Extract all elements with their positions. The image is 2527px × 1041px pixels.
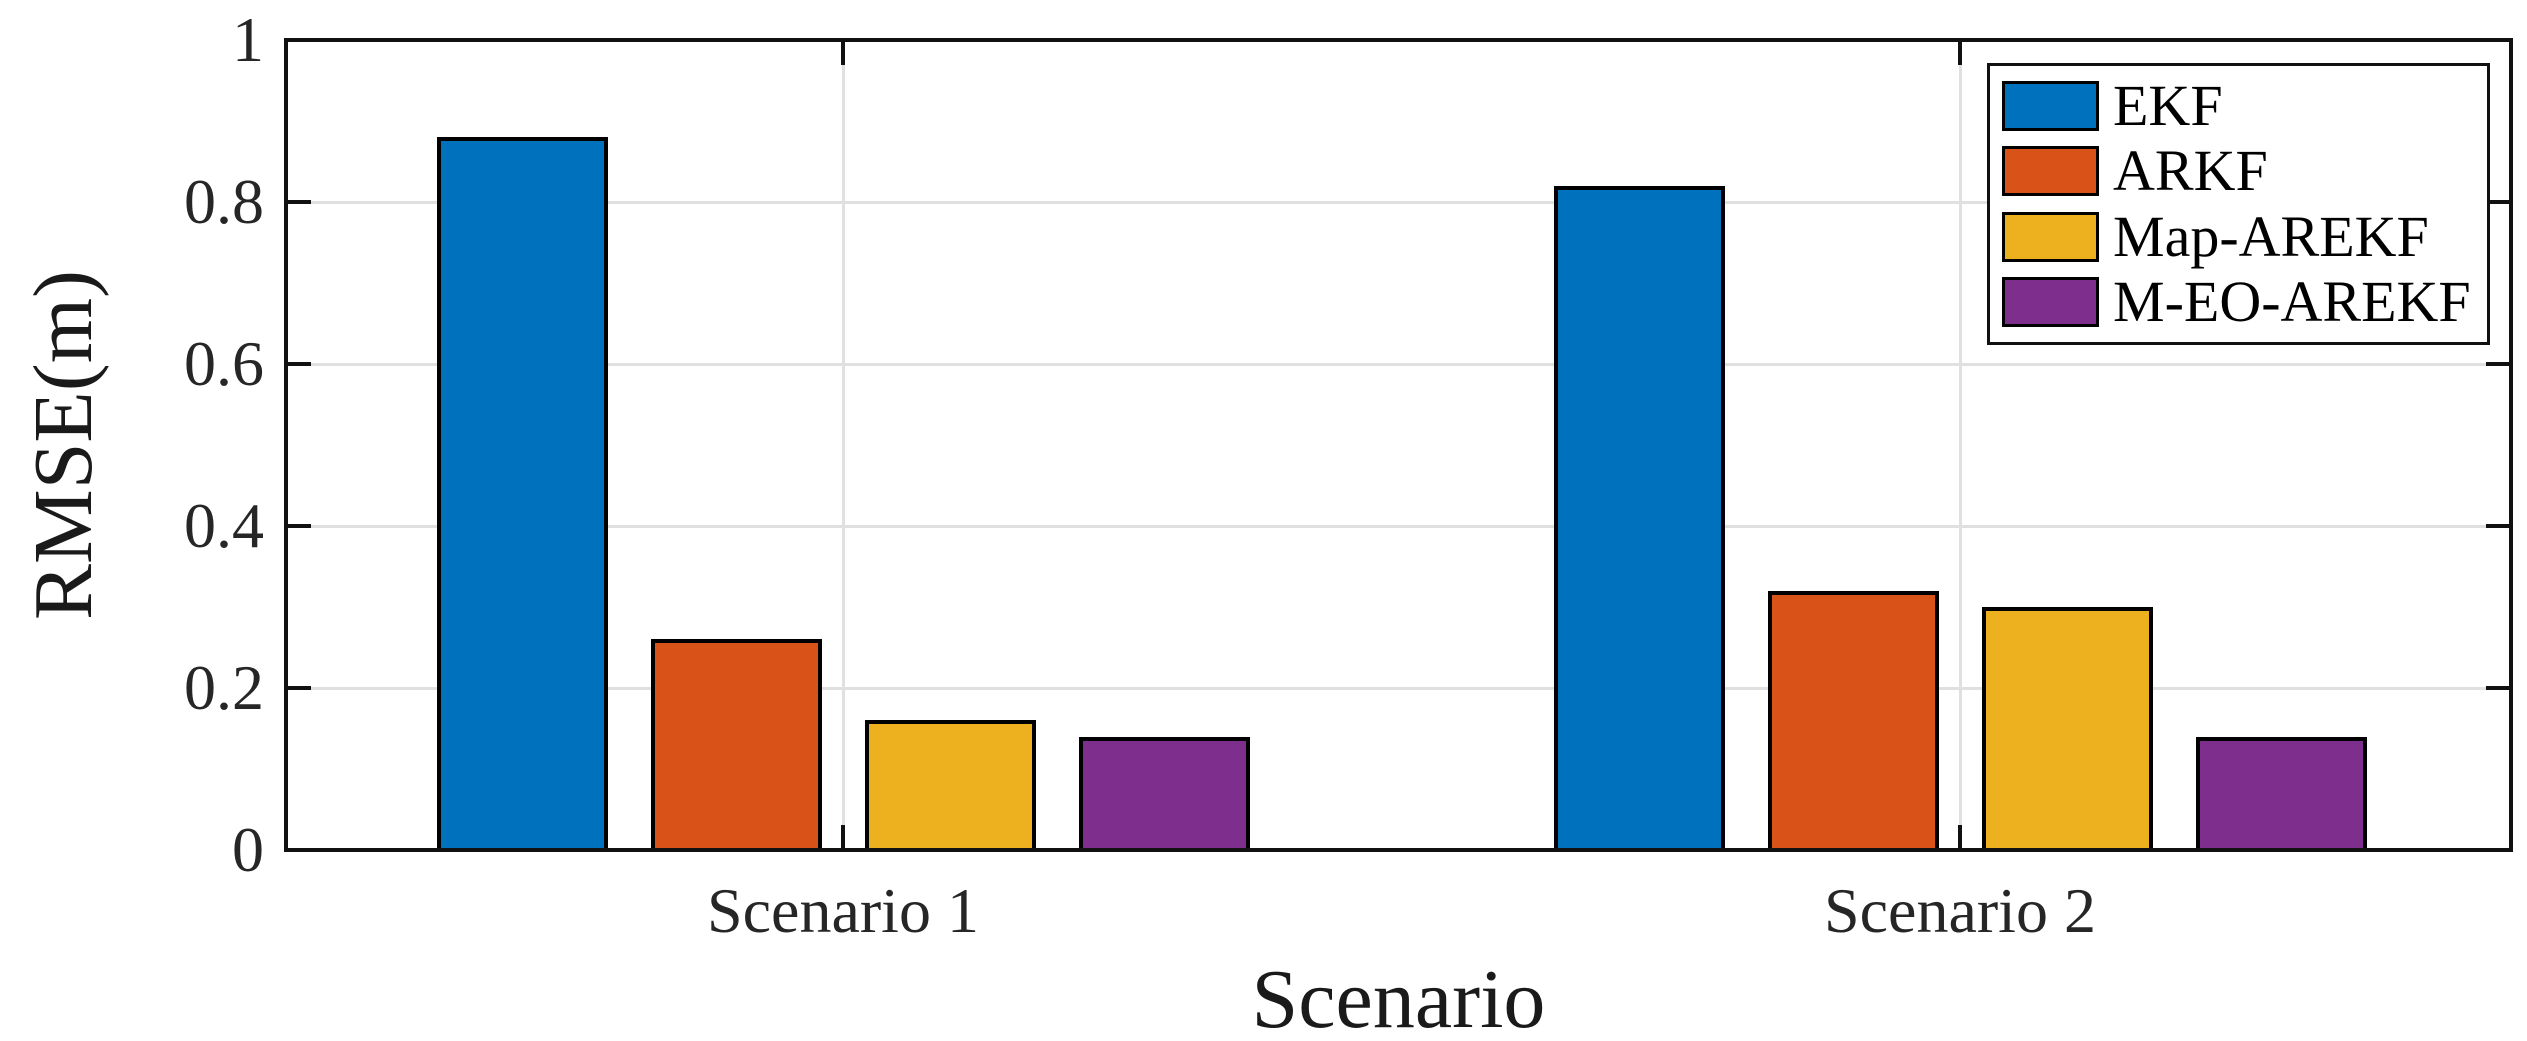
y-tick-left — [286, 362, 311, 366]
y-tick-label: 0 — [232, 814, 264, 885]
x-gridline — [841, 42, 845, 848]
legend-swatch-arkf — [2002, 146, 2099, 197]
y-tick-left — [286, 686, 311, 690]
y-tick-label: 0.8 — [184, 166, 264, 237]
legend-label: ARKF — [2113, 138, 2268, 204]
y-gridline — [288, 686, 2509, 690]
y-tick-label: 0.6 — [184, 328, 264, 399]
y-gridline — [288, 362, 2509, 366]
legend-item-m-eo-arekf: M-EO-AREKF — [2002, 272, 2487, 332]
bar-m-eo-arekf-scenario-1 — [1078, 736, 1250, 852]
y-tick-label: 0.2 — [184, 652, 264, 723]
x-gridline — [1958, 42, 1962, 848]
y-tick-left — [286, 200, 311, 204]
y-gridline — [288, 524, 2509, 528]
bar-ekf-scenario-1 — [436, 137, 608, 852]
y-axis-label: RMSE(m) — [17, 269, 110, 621]
bar-m-eo-arekf-scenario-2 — [2195, 736, 2367, 852]
y-tick-right — [2486, 38, 2511, 42]
y-tick-right — [2486, 200, 2511, 204]
bar-map-arekf-scenario-2 — [1981, 607, 2153, 852]
x-tick-bottom — [1958, 825, 1962, 850]
legend-label: M-EO-AREKF — [2113, 269, 2471, 335]
x-axis-label: Scenario — [1251, 953, 1546, 1041]
plot-box — [284, 38, 2513, 852]
legend-swatch-ekf — [2002, 80, 2099, 131]
legend-item-map-arekf: Map-AREKF — [2002, 203, 2487, 269]
y-tick-right — [2486, 524, 2511, 528]
legend-label: EKF — [2113, 72, 2223, 138]
legend-item-ekf: EKF — [2002, 72, 2487, 138]
y-tick-label: 1 — [232, 4, 264, 75]
y-tick-label: 0.4 — [184, 490, 264, 561]
legend-item-arkf: ARKF — [2002, 141, 2487, 201]
legend-swatch-m-eo-arekf — [2002, 277, 2099, 328]
legend-label: Map-AREKF — [2113, 203, 2429, 269]
x-tick-top — [1958, 40, 1962, 65]
y-tick-left — [286, 524, 311, 528]
x-tick-label: Scenario 1 — [707, 875, 979, 946]
y-tick-right — [2486, 686, 2511, 690]
y-gridline — [288, 200, 2509, 204]
legend-swatch-map-arekf — [2002, 211, 2099, 262]
bar-arkf-scenario-2 — [1767, 590, 1939, 852]
x-tick-top — [841, 40, 845, 65]
x-tick-label: Scenario 2 — [1824, 875, 2096, 946]
x-tick-bottom — [841, 825, 845, 850]
bar-arkf-scenario-1 — [650, 639, 822, 852]
y-tick-right — [2486, 362, 2511, 366]
y-tick-left — [286, 38, 311, 42]
legend: EKF ARKF Map-AREKF M-EO-AREKF — [1987, 63, 2490, 345]
